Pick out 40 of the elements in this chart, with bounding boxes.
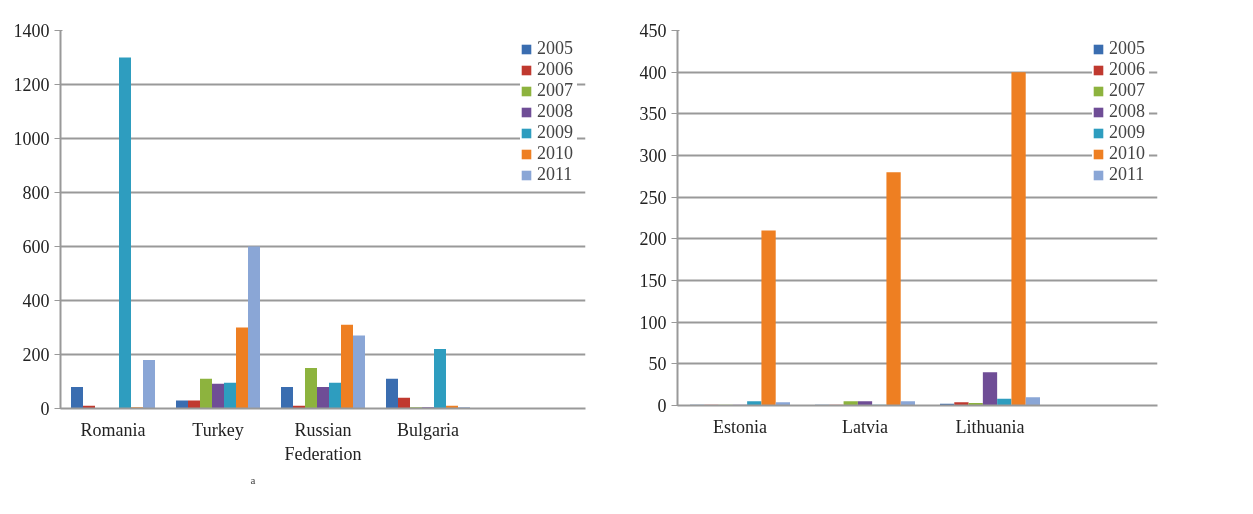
- y-tick-label: 200: [22, 345, 50, 365]
- x-tick-label: Romania: [80, 419, 146, 440]
- y-tick-label: 150: [639, 271, 667, 291]
- legend-label: 2008: [1109, 101, 1146, 122]
- legend-label: 2008: [537, 101, 574, 122]
- legend-label: 2011: [1109, 164, 1146, 185]
- legend-label: 2006: [537, 59, 574, 80]
- x-tick-label: Russian Federation: [284, 419, 362, 464]
- y-tick-label: 200: [639, 229, 667, 250]
- y-tick-label: 100: [639, 312, 667, 333]
- y-tick-label: 800: [22, 183, 50, 203]
- legend-label: 2006: [1109, 59, 1146, 80]
- legend-label: 2005: [537, 38, 574, 59]
- legend-label: 2010: [537, 143, 574, 164]
- y-tick-label: 600: [22, 237, 50, 257]
- y-tick-label: 350: [639, 104, 667, 125]
- y-tick-label: 1400: [13, 21, 50, 41]
- legend-label: 2009: [1109, 122, 1146, 143]
- legend-label: 2010: [1109, 143, 1146, 164]
- y-tick-label: 300: [639, 146, 667, 166]
- y-tick-label: 400: [639, 62, 667, 83]
- x-tick-label: Lithuania: [955, 416, 1025, 437]
- x-tick-label: Estonia: [713, 416, 768, 437]
- text: a: [250, 473, 256, 486]
- y-tick-label: 250: [639, 187, 667, 208]
- y-tick-label: 50: [648, 354, 667, 375]
- y-tick-label: 0: [657, 396, 667, 416]
- legend-label: 2005: [1109, 38, 1146, 59]
- y-tick-label: 1200: [13, 75, 50, 95]
- y-tick-label: 450: [639, 21, 667, 41]
- legend-label: 2011: [537, 164, 574, 185]
- y-tick-label: 400: [22, 291, 50, 311]
- legend-label: 2009: [537, 122, 574, 143]
- legend-label: 2007: [1109, 80, 1146, 101]
- x-tick-label: Bulgaria: [397, 419, 459, 440]
- legend-label: 2007: [537, 80, 574, 101]
- y-tick-label: 0: [40, 399, 50, 419]
- y-tick-label: 1000: [13, 129, 50, 149]
- x-tick-label: Latvia: [842, 416, 888, 437]
- x-tick-label: Turkey: [192, 419, 244, 440]
